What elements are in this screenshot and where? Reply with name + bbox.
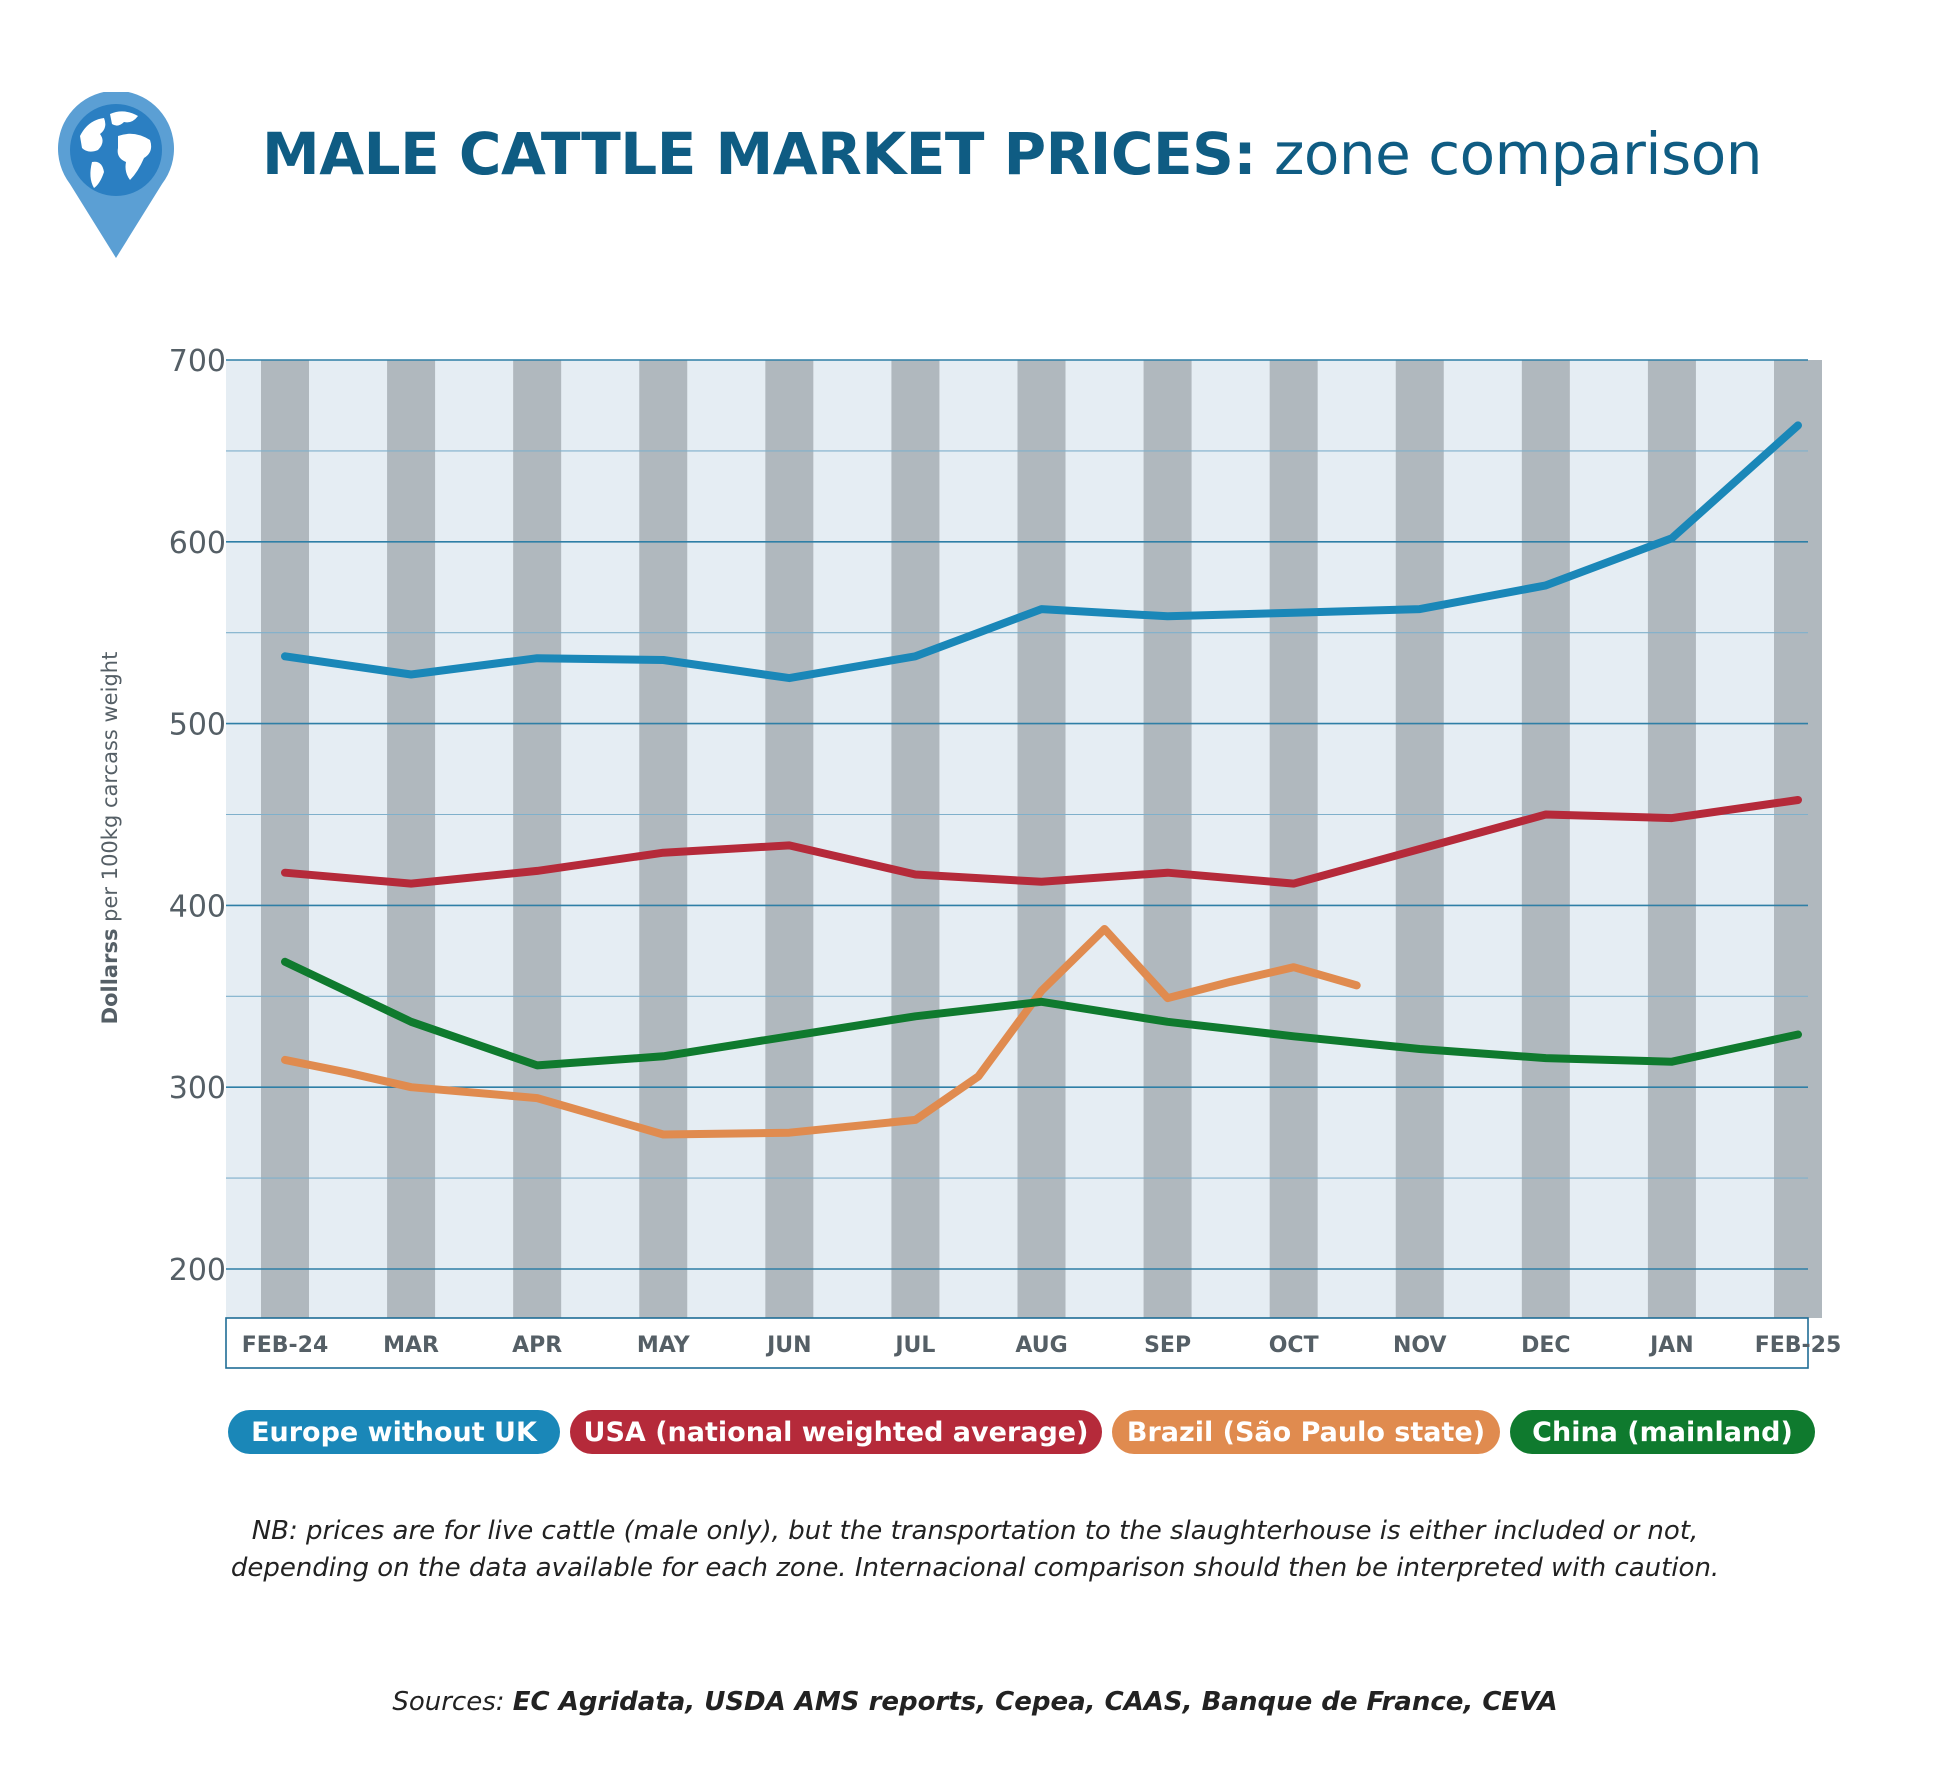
legend-china: China (mainland) xyxy=(1510,1410,1815,1454)
month-stripe xyxy=(1143,360,1192,1318)
month-stripe xyxy=(1395,360,1444,1318)
y-tick-label: 700 xyxy=(169,344,226,379)
footnote-line-2: depending on the data available for each… xyxy=(230,1553,1720,1583)
sources-list: EC Agridata, USDA AMS reports, Cepea, CA… xyxy=(512,1687,1558,1717)
title-rest: zone comparison xyxy=(1256,120,1762,188)
month-stripe xyxy=(513,360,562,1318)
footnote: NB: prices are for live cattle (male onl… xyxy=(150,1513,1800,1587)
series-line-china xyxy=(281,957,1802,1070)
month-stripe xyxy=(891,360,940,1318)
x-tick-label: AUG xyxy=(1015,1333,1067,1358)
y-tick-label: 500 xyxy=(169,708,226,743)
sources: Sources: EC Agridata, USDA AMS reports, … xyxy=(150,1687,1800,1717)
y-tick-label: 400 xyxy=(169,889,226,924)
series-line-brazil xyxy=(281,925,1361,1139)
month-stripe xyxy=(1647,360,1696,1318)
month-stripe xyxy=(1774,360,1822,1318)
legend-usa: USA (national weighted average) xyxy=(570,1410,1102,1454)
month-stripe xyxy=(639,360,688,1318)
plot-background xyxy=(226,360,1808,1318)
x-tick-label: FEB-25 xyxy=(1755,1333,1842,1358)
month-stripe xyxy=(261,360,309,1318)
y-axis-label: Dollarss per 100kg carcass weight xyxy=(98,652,122,1025)
sources-label: Sources: xyxy=(392,1687,513,1717)
x-tick-label: APR xyxy=(512,1333,562,1358)
legend-europe: Europe without UK xyxy=(228,1410,560,1454)
x-tick-label: JUL xyxy=(893,1333,935,1358)
x-axis-box xyxy=(225,1317,1809,1369)
y-tick-label: 300 xyxy=(169,1071,226,1106)
y-tick-label: 200 xyxy=(169,1253,226,1288)
x-tick-label: OCT xyxy=(1269,1333,1319,1358)
line-chart: 200 300 400 500 600 700 Dollarss per 100kg car… xyxy=(98,344,1842,1369)
globe-pin-icon xyxy=(58,92,174,258)
y-axis-label-bold: Dollarss xyxy=(98,929,122,1025)
month-stripe xyxy=(765,360,814,1318)
month-stripe xyxy=(387,360,436,1318)
x-tick-label: DEC xyxy=(1521,1333,1570,1358)
x-tick-label: JUN xyxy=(765,1333,811,1358)
month-stripe xyxy=(1017,360,1066,1318)
x-tick-label: SEP xyxy=(1144,1333,1191,1358)
x-tick-label: JAN xyxy=(1648,1333,1694,1358)
y-tick-label: 600 xyxy=(169,526,226,561)
legend-brazil: Brazil (São Paulo state) xyxy=(1112,1410,1500,1454)
x-tick-label: MAY xyxy=(637,1333,691,1358)
series-line-europe xyxy=(281,421,1802,683)
page-title: MALE CATTLE MARKET PRICES: zone comparis… xyxy=(262,120,1762,188)
series-line-usa xyxy=(281,796,1802,888)
x-tick-label: MAR xyxy=(383,1333,439,1358)
month-stripe xyxy=(1269,360,1318,1318)
title-bold: MALE CATTLE MARKET PRICES: xyxy=(262,120,1257,188)
month-stripe xyxy=(1521,360,1570,1318)
y-axis-label-rest: per 100kg carcass weight xyxy=(98,652,122,929)
footnote-line-1: NB: prices are for live cattle (male onl… xyxy=(251,1516,1699,1546)
x-tick-label: NOV xyxy=(1393,1333,1447,1358)
x-tick-label: FEB-24 xyxy=(242,1333,329,1358)
